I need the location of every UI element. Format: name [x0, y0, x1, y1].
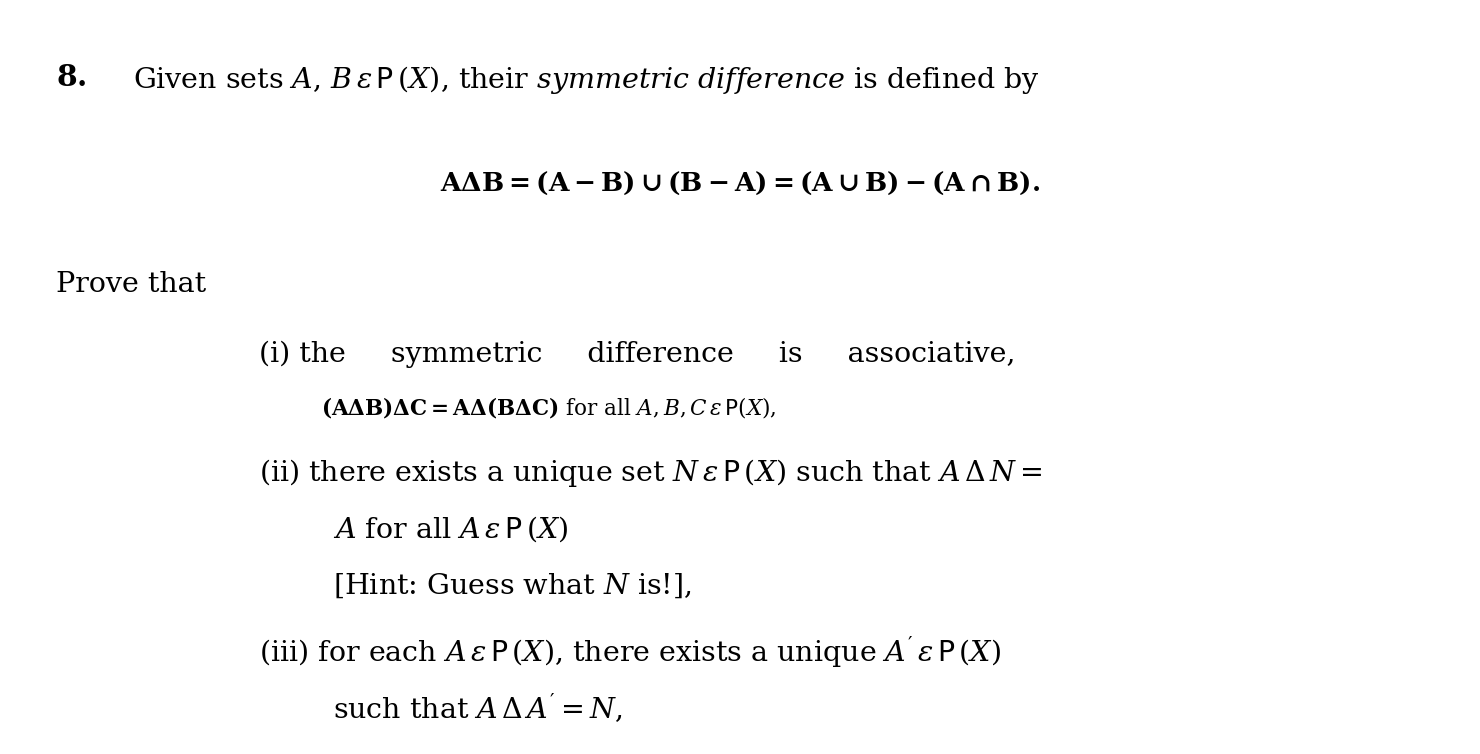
Text: (i) the     symmetric     difference     is     associative,: (i) the symmetric difference is associat… [259, 341, 1015, 368]
Text: Given sets $A$, $B\,\epsilon\,\mathcal{P}\,(X)$, their $\mathit{symmetric\ diffe: Given sets $A$, $B\,\epsilon\,\mathcal{P… [133, 64, 1040, 96]
Text: such that $A\,\Delta\,A'=N$,: such that $A\,\Delta\,A'=N$, [333, 691, 623, 725]
Text: $\bf{8.}$: $\bf{8.}$ [56, 64, 87, 92]
Text: $\mathbf{A{\Delta}B=(A-B)\cup(B-A)=(A\cup B)-(A\cap B).}$: $\mathbf{A{\Delta}B=(A-B)\cup(B-A)=(A\cu… [440, 170, 1040, 197]
Text: Prove that: Prove that [56, 271, 206, 299]
Text: (iii) for each $A\,\epsilon\,\mathcal{P}\,(X)$, there exists a unique $A'\,\epsi: (iii) for each $A\,\epsilon\,\mathcal{P}… [259, 634, 1000, 670]
Text: $A$ for all $A\,\epsilon\,\mathcal{P}\,(X)$: $A$ for all $A\,\epsilon\,\mathcal{P}\,(… [333, 514, 568, 544]
Text: $\mathbf{(A{\Delta}B){\Delta}C=A{\Delta}(B{\Delta}C)}$ for all $A,B,C\,\epsilon\: $\mathbf{(A{\Delta}B){\Delta}C=A{\Delta}… [321, 395, 777, 420]
Text: [Hint: Guess what $N$ is!],: [Hint: Guess what $N$ is!], [333, 572, 691, 600]
Text: (ii) there exists a unique set $N\,\epsilon\,\mathcal{P}\,(X)$ such that $A\,\De: (ii) there exists a unique set $N\,\epsi… [259, 457, 1042, 489]
